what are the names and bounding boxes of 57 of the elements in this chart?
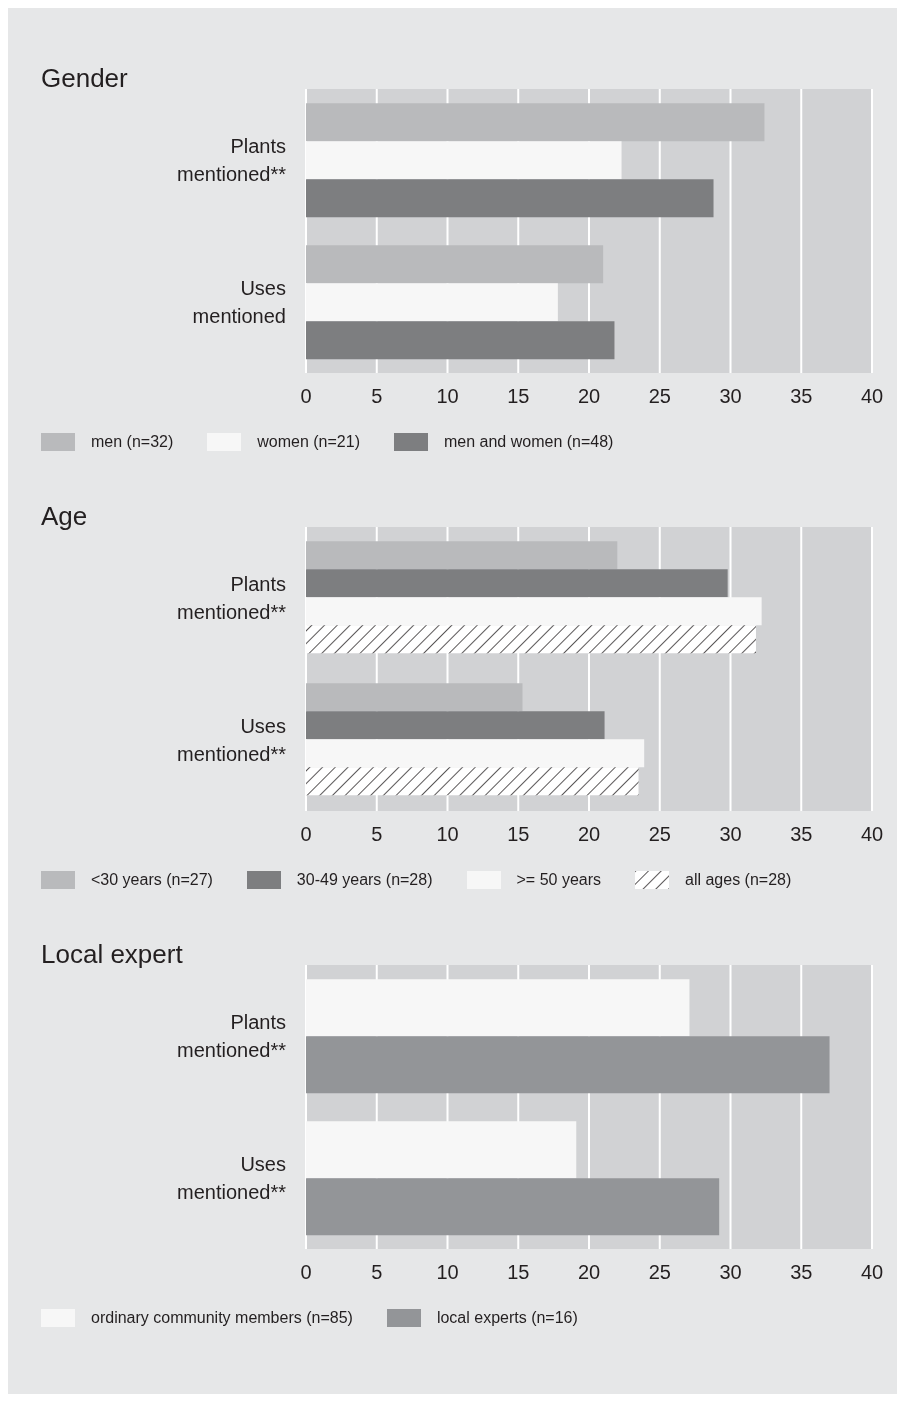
x-tick-label: 35	[790, 385, 813, 408]
x-tick-label: 30	[719, 1261, 742, 1284]
x-tick-label: 5	[371, 823, 383, 846]
x-tick-label: 35	[790, 1261, 813, 1284]
x-tick-label: 20	[577, 823, 601, 846]
legend-label: men and women (n=48)	[443, 433, 614, 451]
text: Age	[41, 501, 88, 532]
x-tick-label: 10	[436, 823, 459, 846]
y-tick-label: Uses mentioned	[192, 277, 286, 327]
x-tick-label: 15	[507, 385, 530, 408]
bar	[306, 683, 523, 712]
x-tick-label: 15	[507, 1261, 530, 1284]
x-tick-label: 10	[436, 1261, 459, 1284]
x-tick-label: 25	[648, 385, 671, 408]
bar	[306, 767, 639, 796]
legend-label: local experts (n=16)	[436, 1309, 578, 1327]
x-tick-label: 30	[719, 385, 742, 408]
y-tick-label: Uses mentioned**	[177, 715, 287, 765]
legend-label: men (n=32)	[91, 433, 174, 451]
bar	[306, 1036, 830, 1094]
bar	[306, 569, 728, 598]
y-tick-label: Plants mentioned**	[177, 573, 287, 623]
bar	[306, 321, 615, 360]
bar	[306, 541, 618, 570]
bar	[306, 245, 604, 284]
bar	[306, 179, 714, 218]
x-tick-label: 0	[300, 1261, 312, 1284]
chart-title: Local expert	[41, 939, 183, 970]
x-tick-label: 0	[300, 823, 312, 846]
legend-label: ordinary community members (n=85)	[91, 1309, 353, 1327]
bar	[306, 625, 756, 654]
x-tick-label: 30	[719, 823, 742, 846]
legend-label: 30-49 years (n=28)	[296, 871, 433, 889]
x-tick-label: 40	[860, 385, 884, 408]
legend-label: women (n=21)	[257, 433, 360, 451]
x-tick-label: 5	[371, 1261, 383, 1284]
x-tick-label: 40	[860, 1261, 884, 1284]
y-tick-label: Plants mentioned**	[177, 1011, 287, 1061]
x-tick-label: 35	[790, 823, 813, 846]
legend-label: <30 years (n=27)	[91, 871, 213, 889]
y-tick-label: Plants mentioned**	[177, 135, 287, 185]
y-tick-label: Uses mentioned**	[177, 1153, 287, 1203]
bar	[306, 711, 605, 740]
x-tick-label: 20	[577, 1261, 601, 1284]
x-tick-label: 15	[507, 823, 530, 846]
x-tick-label: 20	[577, 385, 601, 408]
x-tick-label: 40	[860, 823, 884, 846]
x-tick-label: 0	[300, 385, 312, 408]
x-tick-label: 10	[436, 385, 459, 408]
legend-label: >= 50 years	[516, 871, 601, 889]
x-tick-label: 25	[648, 1261, 671, 1284]
text: Gender	[41, 63, 128, 94]
x-tick-label: 5	[371, 385, 383, 408]
x-tick-label: 25	[648, 823, 671, 846]
legend-label: all ages (n=28)	[685, 871, 792, 889]
bar	[306, 1178, 720, 1236]
bar	[306, 103, 765, 142]
